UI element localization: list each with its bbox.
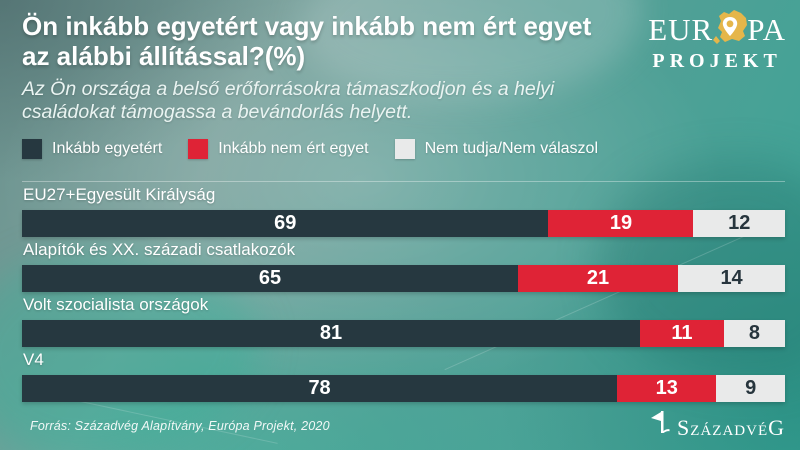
segment-value: 65 bbox=[258, 267, 282, 289]
bar-row-v4: V4 78 13 9 bbox=[22, 346, 785, 402]
legend-item-dontknow: Nem tudja/Nem válaszol bbox=[394, 139, 599, 159]
category-label: V4 bbox=[23, 350, 44, 369]
legend-swatch-disagree bbox=[188, 139, 209, 159]
segment-value: 78 bbox=[308, 377, 331, 399]
szazadveg-logo-text: SzázadvéG bbox=[677, 415, 785, 440]
bar-segment-dontknow: 12 bbox=[693, 210, 785, 237]
segment-value: 8 bbox=[748, 322, 761, 344]
europa-logo-text-end: PA bbox=[747, 11, 786, 47]
legend-label-disagree: Inkább nem ért egyet bbox=[218, 140, 369, 157]
bar-segment-dontknow: 9 bbox=[716, 375, 785, 402]
stacked-bar-chart: EU27+Egyesült Királyság 69 19 12 Alapító… bbox=[22, 181, 785, 402]
legend-item-agree: Inkább egyetért bbox=[22, 139, 162, 159]
europe-map-pin-icon bbox=[710, 8, 750, 50]
bar-row-eu27: EU27+Egyesült Királyság 69 19 12 bbox=[22, 181, 785, 237]
segment-value: 14 bbox=[720, 267, 743, 289]
europa-projekt-logo: EUR PA PROJEKT bbox=[648, 8, 786, 73]
segment-value: 19 bbox=[609, 212, 633, 234]
europa-logo-text-start: EUR bbox=[648, 11, 714, 47]
segment-value: 69 bbox=[274, 212, 297, 234]
legend-swatch-dontknow bbox=[394, 139, 415, 159]
bar-segment-dontknow: 14 bbox=[678, 265, 785, 292]
header: Ön inkább egyetért vagy inkább nem ért e… bbox=[22, 11, 622, 124]
segment-value: 11 bbox=[671, 322, 693, 344]
legend-swatch-agree bbox=[22, 139, 42, 159]
segment-value: 21 bbox=[586, 267, 610, 289]
legend-label-dontknow: Nem tudja/Nem válaszol bbox=[424, 140, 599, 157]
bar-row-postsocialist: Volt szocialista országok 81 11 8 bbox=[22, 291, 785, 347]
bar-segment-disagree: 21 bbox=[517, 265, 679, 292]
chart-title-line2: az alábbi állítással?(%) bbox=[22, 41, 306, 72]
szazadveg-logo: SzázadvéG bbox=[650, 410, 785, 439]
stacked-bar: 78 13 9 bbox=[22, 375, 785, 402]
legend-item-disagree: Inkább nem ért egyet bbox=[188, 139, 369, 159]
category-label: Volt szocialista országok bbox=[23, 295, 209, 314]
europa-logo-line1: EUR PA bbox=[648, 8, 786, 50]
bar-segment-dontknow: 8 bbox=[723, 320, 785, 347]
segment-value: 81 bbox=[319, 322, 343, 344]
stacked-bar: 69 19 12 bbox=[22, 210, 785, 237]
source-note: Forrás: Századvég Alapítvány, Európa Pro… bbox=[30, 419, 330, 433]
bar-segment-disagree: 13 bbox=[617, 375, 717, 402]
segment-value: 12 bbox=[728, 212, 751, 234]
bar-row-founders: Alapítók és XX. századi csatlakozók 65 2… bbox=[22, 236, 785, 292]
szazadveg-mark-icon bbox=[650, 410, 670, 439]
segment-value: 9 bbox=[745, 377, 757, 399]
legend-label-agree: Inkább egyetért bbox=[52, 140, 163, 157]
bar-segment-agree: 65 bbox=[22, 265, 518, 292]
category-label: EU27+Egyesült Királyság bbox=[23, 185, 216, 204]
segment-value: 13 bbox=[655, 377, 678, 399]
bar-segment-agree: 78 bbox=[22, 375, 618, 402]
legend: Inkább egyetért Inkább nem ért egyet Nem… bbox=[22, 139, 598, 159]
bar-segment-disagree: 19 bbox=[548, 210, 694, 237]
europa-logo-line2: PROJEKT bbox=[652, 50, 782, 72]
bar-segment-agree: 69 bbox=[22, 210, 549, 237]
bar-segment-disagree: 11 bbox=[640, 320, 724, 347]
bar-segment-agree: 81 bbox=[22, 320, 641, 347]
chart-title: Ön inkább egyetért vagy inkább nem ért e… bbox=[22, 11, 622, 72]
chart-title-line1: Ön inkább egyetért vagy inkább nem ért e… bbox=[22, 11, 592, 41]
chart-subtitle: Az Ön országa a belső erőforrásokra táma… bbox=[22, 77, 555, 123]
category-label: Alapítók és XX. századi csatlakozók bbox=[23, 240, 296, 259]
stacked-bar: 81 11 8 bbox=[22, 320, 785, 347]
stacked-bar: 65 21 14 bbox=[22, 265, 785, 292]
